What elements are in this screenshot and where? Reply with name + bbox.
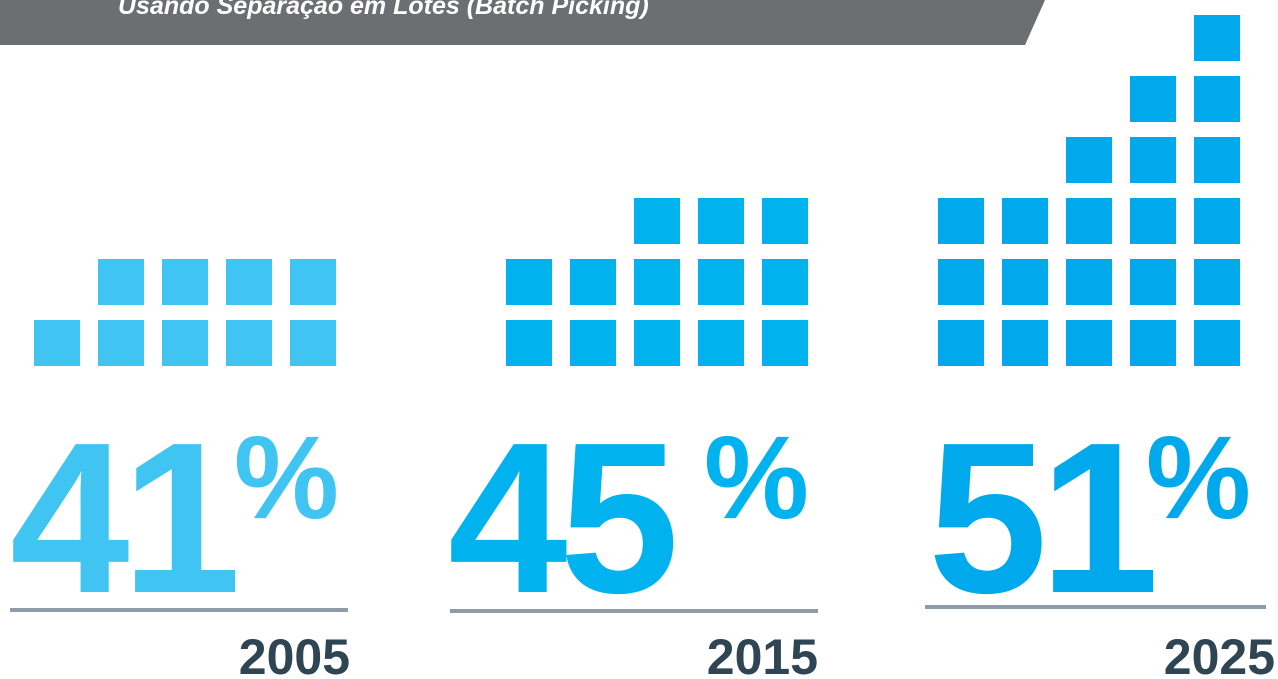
square (634, 320, 680, 366)
square (1002, 259, 1048, 305)
year-label: 2005 (239, 629, 350, 679)
square (226, 320, 272, 366)
square (34, 320, 80, 366)
percentage-unit: % (234, 412, 339, 544)
year-label: 2025 (1164, 629, 1275, 679)
square (506, 320, 552, 366)
header-title: Usando Separação em Lotes (Batch Picking… (118, 0, 649, 20)
square (1066, 137, 1112, 183)
square (634, 259, 680, 305)
square (570, 320, 616, 366)
square (1194, 15, 1240, 61)
square (1130, 137, 1176, 183)
square (162, 320, 208, 366)
square (226, 259, 272, 305)
square (506, 259, 552, 305)
square (1066, 320, 1112, 366)
square (290, 259, 336, 305)
square (98, 259, 144, 305)
square (1002, 320, 1048, 366)
square (1194, 320, 1240, 366)
square (1002, 198, 1048, 244)
percentage-value: 51 (928, 397, 1154, 638)
square (1194, 76, 1240, 122)
square (1194, 198, 1240, 244)
square (1130, 259, 1176, 305)
square (762, 198, 808, 244)
percentage-unit: % (1146, 412, 1251, 544)
percentage-value: 41 (10, 397, 236, 638)
square (634, 198, 680, 244)
header-banner (0, 0, 1045, 45)
square (938, 259, 984, 305)
square (1194, 259, 1240, 305)
square (762, 320, 808, 366)
percentage-unit: % (704, 412, 809, 544)
square (98, 320, 144, 366)
square (1130, 320, 1176, 366)
square (290, 320, 336, 366)
square (1194, 137, 1240, 183)
year-label: 2015 (707, 629, 818, 679)
square (1066, 259, 1112, 305)
square (162, 259, 208, 305)
square (698, 259, 744, 305)
square (698, 320, 744, 366)
square (762, 259, 808, 305)
square (1066, 198, 1112, 244)
square (938, 320, 984, 366)
square (570, 259, 616, 305)
percentage-value: 45 (448, 397, 674, 638)
square (938, 198, 984, 244)
square (698, 198, 744, 244)
square (1130, 76, 1176, 122)
square (1130, 198, 1176, 244)
